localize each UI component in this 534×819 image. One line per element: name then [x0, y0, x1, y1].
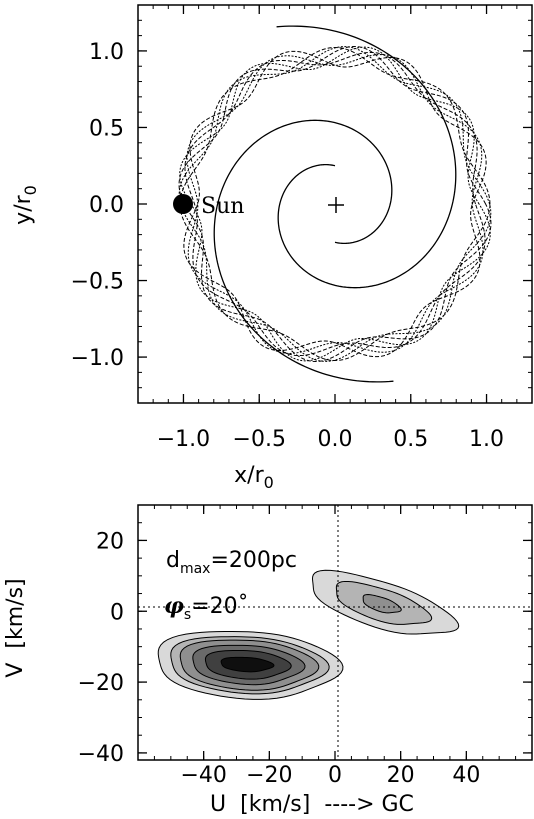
orbit-y-tick-labels: 1.0 0.5 0.0 −0.5 −1.0	[71, 40, 124, 371]
velocity-axis-ticks	[137, 504, 533, 760]
secondary-peak-contour-level-3	[362, 594, 402, 614]
spiral-arm-1	[276, 25, 457, 289]
y-tick-label: −1.0	[71, 346, 124, 371]
orbit-y-axis-title: y/r0	[11, 185, 40, 225]
orbit-axis-ticks	[137, 4, 533, 404]
x-tick-label: −1.0	[157, 427, 210, 452]
orbit-x-tick-labels: −1.0 −0.5 0.0 0.5 1.0	[157, 427, 504, 452]
velocity-x-axis-title: U [km/s] ----> GC	[210, 792, 414, 817]
y-tick-label: −20	[78, 671, 124, 696]
y-tick-label: 1.0	[89, 40, 124, 65]
velocity-y-tick-labels: 20 0 −20 −40	[78, 529, 124, 767]
y-tick-label: 20	[96, 529, 124, 554]
x-tick-label: −40	[180, 763, 226, 788]
spiral-arms	[213, 25, 457, 383]
x-tick-label: 40	[452, 763, 480, 788]
x-tick-label: 0.5	[393, 427, 428, 452]
x-tick-label: 20	[387, 763, 415, 788]
y-tick-label: 0	[110, 600, 124, 625]
velocity-panel: −40 −20 0 20 40 200−20−40 dmax=200pc φs=20˚ …	[3, 504, 533, 817]
main-peak-contour-level-6	[220, 656, 275, 673]
y-tick-label: 0.0	[89, 193, 124, 218]
x-tick-label: 0.0	[318, 427, 353, 452]
orbit-panel: −1.0 −0.5 0.0 0.5 1.0 1.00.50.0−0.5−1.0 Sun …	[11, 4, 533, 492]
y-tick-label: −40	[78, 742, 124, 767]
sun-label: Sun	[201, 194, 244, 219]
orbit-strand	[183, 50, 487, 358]
x-tick-label: 1.0	[469, 427, 504, 452]
velocity-contours	[157, 569, 460, 700]
velocity-x-tick-labels: −40 −20 0 20 40	[180, 763, 480, 788]
orbit-strand	[184, 51, 486, 357]
sun-marker	[173, 194, 193, 214]
orbit-plot-frame	[137, 4, 533, 404]
x-tick-label: −0.5	[233, 427, 286, 452]
x-tick-label: 0	[328, 763, 342, 788]
velocity-y-axis-title: V [km/s]	[3, 578, 28, 677]
dmax-annotation: dmax=200pc	[166, 548, 297, 577]
phi-annotation: φs=20˚	[164, 593, 249, 623]
y-tick-label: 0.5	[89, 116, 124, 141]
orbit-strand	[179, 46, 491, 362]
y-tick-label: −0.5	[71, 270, 124, 295]
galactic-center-marker	[328, 197, 344, 213]
orbit-x-axis-title: x/r0	[234, 463, 274, 492]
spiral-arm-2	[213, 119, 394, 383]
x-tick-label: −20	[246, 763, 292, 788]
